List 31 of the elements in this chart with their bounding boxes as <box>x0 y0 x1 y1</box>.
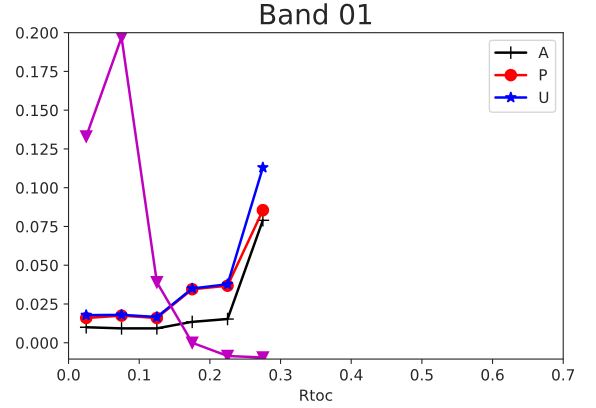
x-tick-label: 0.5 <box>410 369 433 381</box>
x-axis-title: Rtoc <box>300 390 332 401</box>
y-tick-label: 0.200 <box>16 27 58 39</box>
point <box>186 336 198 350</box>
point <box>256 204 270 216</box>
legend-label: U <box>540 92 548 104</box>
x-tick-label: 0.6 <box>481 369 504 381</box>
x-tick-label: 0.7 <box>552 369 574 381</box>
point <box>256 161 269 173</box>
point <box>222 278 234 290</box>
y-tick-label: 0.125 <box>16 143 58 155</box>
y-tick-label: 0.000 <box>16 337 58 349</box>
point <box>80 130 92 143</box>
y-tick-label: 0.100 <box>16 182 58 194</box>
y-tick-label: 0.150 <box>16 104 58 116</box>
x-tick-label: 0.2 <box>198 369 220 381</box>
legend-label: P <box>540 69 547 80</box>
point <box>221 350 234 360</box>
y-tick-label: 0.175 <box>16 66 58 78</box>
chart-title: Band 01 <box>260 3 372 25</box>
point <box>150 276 164 289</box>
x-tick-label: 0.3 <box>269 369 292 381</box>
y-tick-label: 0.075 <box>16 220 58 232</box>
x-tick-label: 0.1 <box>128 369 150 381</box>
y-tick-label: 0.025 <box>16 298 58 310</box>
x-tick-label: 0.4 <box>340 369 363 381</box>
y-tick-label: 0.050 <box>16 260 58 272</box>
point <box>80 308 92 320</box>
legend-label: A <box>538 46 549 58</box>
point <box>220 312 234 326</box>
x-tick-label: 0.0 <box>57 369 80 381</box>
